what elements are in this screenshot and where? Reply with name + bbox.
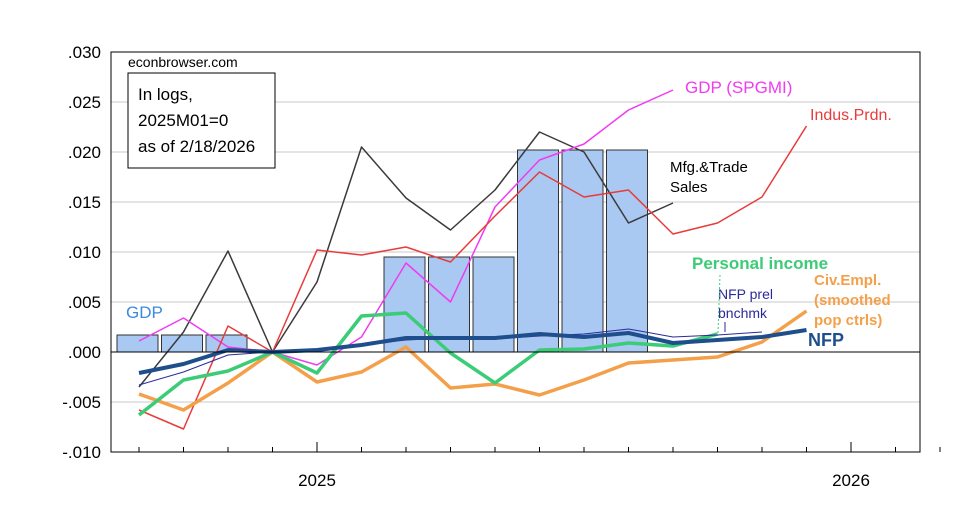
note-line-1: In logs, — [138, 85, 193, 104]
label-mfg-2: Sales — [670, 179, 708, 196]
plot-frame — [110, 51, 921, 453]
series-line-mfg-trade-sales — [138, 131, 674, 388]
x-axis-ticks: 2025 2026 — [138, 442, 941, 490]
x-tick-label: 2026 — [832, 471, 870, 490]
gdp-bar — [517, 149, 559, 353]
series-line-personal-income — [137, 311, 718, 417]
label-nfp-bnchmk-1: NFP prel — [718, 286, 773, 302]
label-personal-income: Personal income — [692, 254, 828, 273]
y-tick-label: -.005 — [62, 393, 101, 412]
y-axis-ticks: .030 .025 .020 .015 .010 .005 .000 -.005 -.010 — [62, 43, 101, 462]
y-tick-label: .005 — [68, 293, 101, 312]
series-line-civ-empl-smoothed-pop-ctrls- — [138, 309, 808, 412]
label-civ-2: (smoothed — [814, 292, 891, 309]
x-tick-label: 2025 — [298, 471, 336, 490]
label-nfp-bnchmk-2: bnchmk — [718, 305, 768, 321]
y-tick-label: .015 — [68, 193, 101, 212]
label-nfp: NFP — [808, 330, 844, 350]
gdp-bar — [161, 334, 203, 353]
label-mfg-1: Mfg.&Trade — [670, 159, 748, 176]
series-line-nfp — [138, 328, 807, 375]
y-tick-label: .030 — [68, 43, 101, 62]
label-civ-3: pop ctrls) — [814, 312, 882, 329]
source-label: econbrowser.com — [128, 54, 238, 70]
leader-personal-income — [717, 274, 721, 334]
y-tick-label: -.010 — [62, 443, 101, 462]
y-tick-label: .000 — [68, 343, 101, 362]
label-civ-1: Civ.Empl. — [814, 272, 881, 289]
y-tick-label: .010 — [68, 243, 101, 262]
label-gdp-spgmi: GDP (SPGMI) — [685, 78, 792, 97]
label-gdp: GDP — [126, 303, 163, 322]
series-line-indus-prdn- — [138, 125, 808, 430]
series-line-gdp-spgmi- — [138, 89, 674, 366]
gdp-bar — [561, 149, 604, 353]
series-lines — [137, 89, 808, 430]
label-indus: Indus.Prdn. — [810, 107, 892, 124]
note-box — [127, 72, 276, 169]
gdp-bar — [606, 149, 648, 353]
y-tick-label: .025 — [68, 93, 101, 112]
gdp-bar — [116, 334, 159, 353]
note-line-2: 2025M01=0 — [138, 111, 228, 130]
note-line-3: as of 2/18/2026 — [138, 137, 255, 156]
y-tick-label: .020 — [68, 143, 101, 162]
